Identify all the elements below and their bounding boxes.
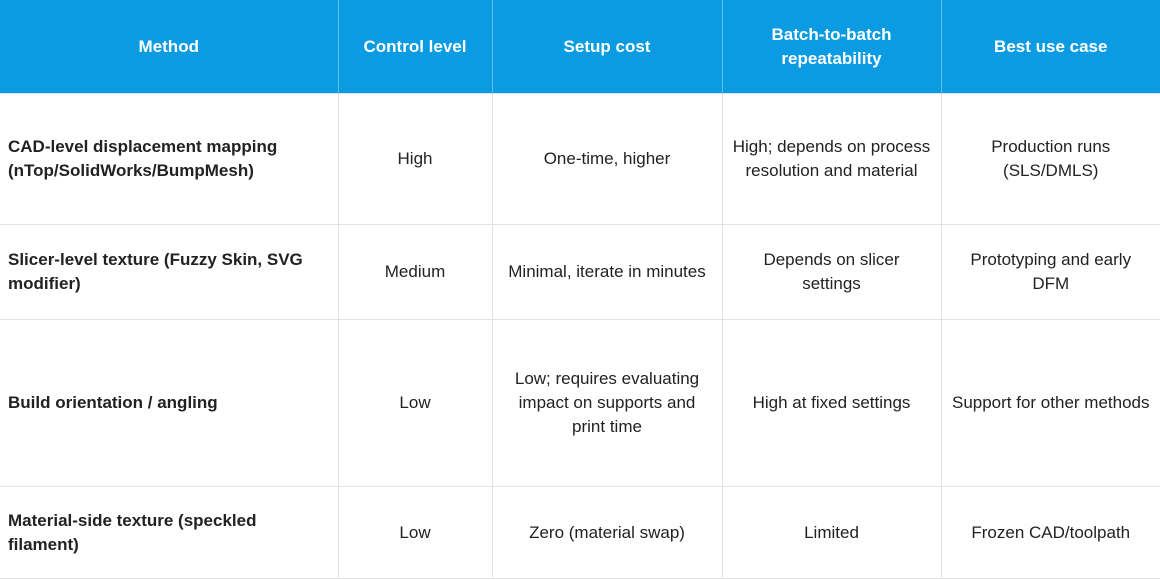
- table-cell: Minimal, iterate in minutes: [491, 224, 723, 320]
- table-cell: High; depends on process resolution and …: [721, 93, 942, 225]
- table-cell: Zero (material swap): [491, 486, 723, 579]
- table-cell: Low; requires evaluating impact on suppo…: [491, 319, 723, 487]
- table-row: Material-side texture (speckled filament…: [0, 486, 1160, 579]
- header-cell: Method: [0, 0, 339, 94]
- table-cell: Support for other methods: [940, 319, 1160, 487]
- table-body: CAD-level displacement mapping (nTop/Sol…: [0, 93, 1160, 579]
- header-cell: Batch-to-batch repeatability: [722, 0, 942, 94]
- table-row: Build orientation / angling Low Low; requi…: [0, 319, 1160, 487]
- header-cell: Setup cost: [492, 0, 723, 94]
- table-cell: Prototyping and early DFM: [940, 224, 1160, 320]
- method-cell: Slicer-level texture (Fuzzy Skin, SVG mo…: [0, 224, 339, 320]
- header-row: Method Control level Setup cost Batch-to-ba…: [0, 0, 1160, 94]
- table-cell: Depends on slicer settings: [721, 224, 942, 320]
- method-cell: CAD-level displacement mapping (nTop/Sol…: [0, 93, 339, 225]
- table-row: CAD-level displacement mapping (nTop/Sol…: [0, 93, 1160, 225]
- table-cell: Frozen CAD/toolpath: [940, 486, 1160, 579]
- table-cell: Production runs (SLS/DMLS): [940, 93, 1160, 225]
- table-cell: High: [337, 93, 493, 225]
- header-cell: Control level: [338, 0, 493, 94]
- table-cell: Low: [337, 486, 493, 579]
- method-cell: Material-side texture (speckled filament…: [0, 486, 339, 579]
- table-row: Slicer-level texture (Fuzzy Skin, SVG mo…: [0, 224, 1160, 320]
- table-header: Method Control level Setup cost Batch-to-ba…: [0, 0, 1160, 94]
- table-cell: One-time, higher: [491, 93, 723, 225]
- method-cell: Build orientation / angling: [0, 319, 339, 487]
- table-cell: Low: [337, 319, 493, 487]
- table-cell: Medium: [337, 224, 493, 320]
- header-cell: Best use case: [941, 0, 1160, 94]
- table-cell: High at fixed settings: [721, 319, 942, 487]
- table-cell: Limited: [721, 486, 942, 579]
